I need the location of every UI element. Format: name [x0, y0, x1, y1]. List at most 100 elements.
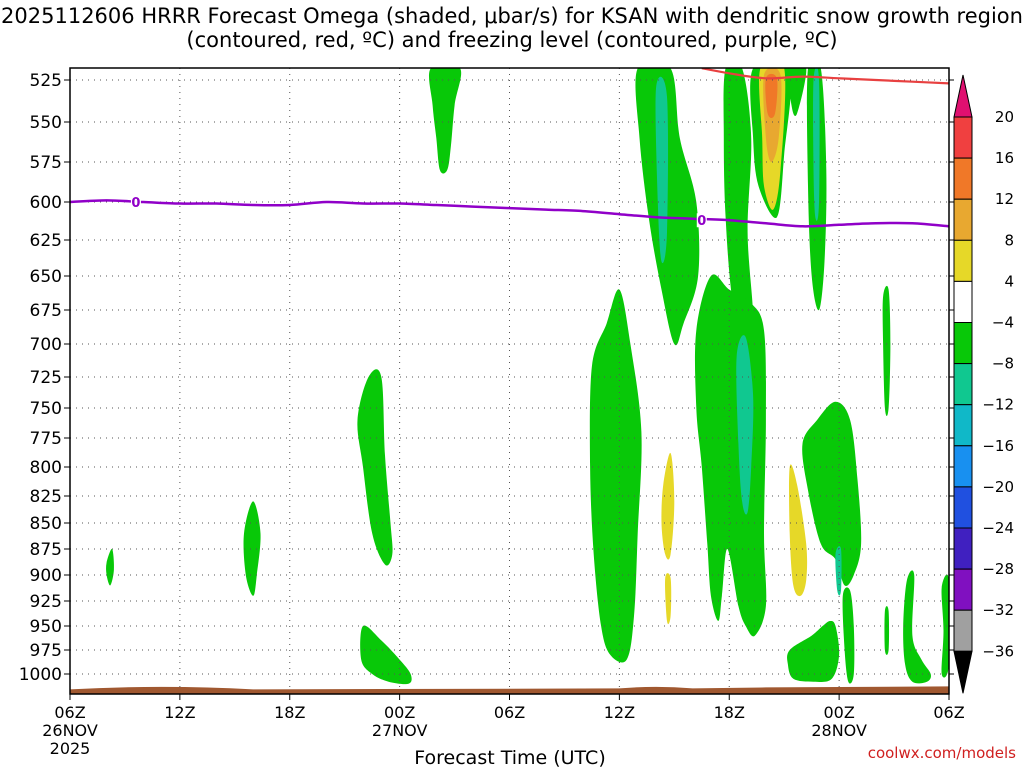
omega-region-25 [357, 369, 393, 566]
x-axis-label: Forecast Time (UTC) [414, 747, 605, 768]
colorbar-label-6: −8 [992, 355, 1014, 373]
credit-text: coolwx.com/models [867, 744, 1016, 762]
y-tick-label: 600 [30, 193, 62, 213]
omega-region-15 [665, 573, 672, 625]
colorbar-label-13: −36 [982, 642, 1014, 660]
colorbar-segment-12 [953, 609, 973, 652]
y-tick-label: 900 [30, 566, 62, 586]
x-tick-label: 06Z [54, 703, 85, 722]
colorbar-segment-6 [953, 363, 973, 406]
freezing-level-label-bg-1 [696, 213, 707, 228]
colorbar-segment-2 [953, 198, 973, 241]
omega-region-28 [106, 548, 114, 586]
y-tick-label: 675 [30, 301, 62, 321]
omega-region-13 [736, 335, 754, 515]
y-tick-label: 750 [30, 399, 62, 419]
chart-title: 2025112606 HRRR Forecast Omega (shaded, … [1, 4, 1023, 52]
dendritic-zone-line [701, 68, 949, 85]
omega-region-24 [884, 606, 890, 655]
colorbar-segment-10 [953, 527, 973, 570]
y-tick-label: 950 [30, 617, 62, 637]
y-tick-label: 550 [30, 113, 62, 133]
omega-region-22 [941, 574, 949, 678]
omega-region-10 [788, 68, 807, 116]
omega-region-27 [243, 501, 261, 596]
colorbar-label-5: −4 [992, 314, 1014, 332]
colorbar-label-4: 4 [1004, 272, 1014, 290]
freezing-level-label-1: 0 [697, 214, 706, 229]
y-tick-label: 850 [30, 514, 62, 534]
colorbar-label-10: −24 [982, 519, 1014, 537]
colorbar-segment-3 [953, 239, 973, 282]
colorbar-segment-8 [953, 445, 973, 488]
y-tick-label: 625 [30, 231, 62, 251]
y-tick-label: 575 [30, 153, 62, 173]
freezing-level-label-bg-0 [130, 195, 141, 209]
contour-lines: 00 [70, 68, 949, 229]
colorbar-segment-0 [953, 116, 973, 159]
freezing-level-label-0: 0 [131, 196, 140, 211]
omega-region-7 [765, 73, 778, 119]
colorbar-top-arrow [953, 74, 973, 118]
y-tick-label: 800 [30, 458, 62, 478]
colorbar-label-2: 12 [995, 190, 1014, 208]
ground-surface [70, 686, 949, 694]
y-tick-label: 700 [30, 335, 62, 355]
y-tick-label: 925 [30, 592, 62, 612]
colorbar-segment-1 [953, 157, 973, 200]
x-tick-label: 18Z [274, 703, 305, 722]
omega-region-21 [903, 570, 931, 684]
x-tick-label: 06Z [494, 703, 525, 722]
omega-region-3 [723, 68, 754, 345]
colorbar-label-11: −28 [982, 560, 1014, 578]
omega-region-9 [813, 68, 820, 221]
colorbar-segment-7 [953, 404, 973, 447]
x-tick-date: 26NOV [42, 721, 98, 740]
colorbar-label-1: 16 [995, 149, 1014, 167]
omega-region-26 [360, 625, 412, 685]
colorbar-label-7: −12 [982, 396, 1014, 414]
colorbar-label-12: −32 [982, 601, 1014, 619]
y-tick-label: 875 [30, 540, 62, 560]
omega-region-19 [787, 620, 840, 682]
colorbar-label-0: 20 [995, 108, 1014, 126]
y-axis-ticks: 525 550 575 600 625 650 675 700 725 750 775 800 825 8… [19, 71, 954, 685]
colorbar-label-9: −20 [982, 478, 1014, 496]
freezing-level-line [70, 199, 949, 228]
ground-layer [70, 686, 949, 694]
x-tick-label: 12Z [164, 703, 195, 722]
x-tick-date: 28NOV [811, 721, 867, 740]
colorbar-segment-5 [953, 322, 973, 365]
omega-region-14 [661, 452, 675, 560]
omega-region-16 [789, 464, 808, 597]
colorbar: 20 16 12 8 4 −4 −8 −12 −16 −20 −24 −28 −32 −36 [953, 74, 1014, 694]
x-tick-label: 00Z [384, 703, 415, 722]
y-tick-label: 525 [30, 71, 62, 91]
x-tick-label: 12Z [604, 703, 635, 722]
omega-region-11 [589, 289, 642, 663]
y-tick-label: 775 [30, 429, 62, 449]
colorbar-segment-4 [953, 280, 973, 323]
omega-region-18 [835, 546, 842, 596]
omega-region-17 [802, 401, 862, 587]
x-tick-label: 06Z [933, 703, 964, 722]
omega-shading [106, 68, 949, 685]
y-tick-label: 825 [30, 487, 62, 507]
x-tick-label: 00Z [823, 703, 854, 722]
colorbar-segment-11 [953, 568, 973, 611]
omega-region-20 [842, 587, 855, 684]
omega-region-12 [694, 274, 767, 637]
omega-region-0 [429, 68, 462, 174]
omega-region-23 [882, 285, 891, 417]
x-tick-date: 27NOV [372, 721, 428, 740]
colorbar-segment-9 [953, 486, 973, 529]
y-tick-label: 650 [30, 267, 62, 287]
x-tick-year: 2025 [50, 739, 91, 758]
y-tick-label: 975 [30, 641, 62, 661]
colorbar-label-8: −16 [982, 437, 1014, 455]
y-tick-label: 1000 [19, 665, 62, 685]
y-tick-label: 725 [30, 368, 62, 388]
colorbar-bottom-arrow [953, 650, 973, 694]
